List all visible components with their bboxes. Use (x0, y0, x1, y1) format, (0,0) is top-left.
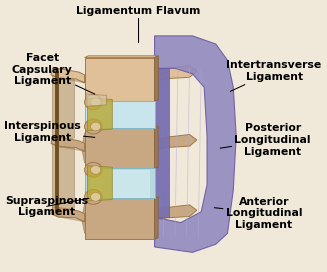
Polygon shape (85, 198, 155, 239)
Polygon shape (85, 101, 155, 128)
Ellipse shape (91, 193, 101, 201)
Polygon shape (155, 36, 236, 252)
Ellipse shape (91, 98, 101, 107)
Polygon shape (155, 68, 169, 217)
Polygon shape (51, 143, 85, 152)
Polygon shape (85, 128, 155, 168)
Ellipse shape (85, 162, 102, 177)
Ellipse shape (85, 119, 102, 134)
Polygon shape (155, 197, 158, 239)
Text: Intertransverse
Ligament: Intertransverse Ligament (227, 60, 322, 91)
Text: Facet
Capsulary
Ligament: Facet Capsulary Ligament (12, 53, 95, 94)
Polygon shape (85, 168, 155, 198)
Text: Supraspinous
Ligament: Supraspinous Ligament (5, 196, 89, 217)
Text: Interspinous
Ligament: Interspinous Ligament (4, 121, 95, 143)
Polygon shape (82, 201, 88, 233)
Ellipse shape (85, 189, 102, 204)
Text: Anterior
Longitudinal
Ligament: Anterior Longitudinal Ligament (214, 197, 302, 230)
Polygon shape (91, 170, 149, 197)
Polygon shape (155, 205, 197, 221)
Polygon shape (82, 131, 88, 163)
Polygon shape (155, 126, 158, 168)
Text: Posterior
Longitudinal
Ligament: Posterior Longitudinal Ligament (220, 123, 311, 157)
Polygon shape (51, 207, 85, 222)
Polygon shape (85, 56, 158, 57)
Polygon shape (85, 197, 158, 198)
Ellipse shape (91, 165, 101, 174)
Polygon shape (155, 56, 158, 101)
Polygon shape (88, 98, 112, 131)
Ellipse shape (85, 95, 102, 110)
Polygon shape (53, 72, 74, 141)
Ellipse shape (91, 122, 101, 131)
Polygon shape (53, 141, 74, 211)
Polygon shape (85, 57, 155, 101)
Polygon shape (51, 214, 85, 222)
Polygon shape (155, 66, 197, 81)
Text: Ligamentum Flavum: Ligamentum Flavum (76, 6, 201, 43)
Polygon shape (85, 126, 158, 128)
Polygon shape (155, 135, 197, 150)
Polygon shape (51, 75, 85, 83)
Polygon shape (51, 68, 85, 83)
Polygon shape (86, 94, 107, 106)
Polygon shape (51, 137, 85, 152)
Polygon shape (88, 166, 112, 201)
